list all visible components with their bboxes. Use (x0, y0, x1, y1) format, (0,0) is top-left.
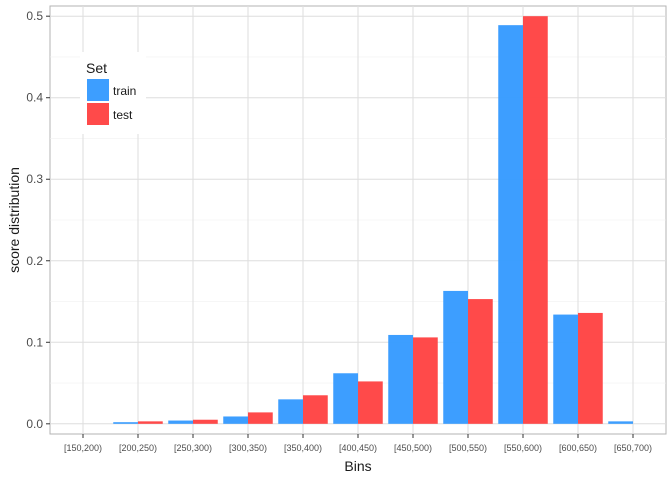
y-tick-label: 0.3 (26, 172, 43, 186)
x-axis: [150,200) [200,250) [250,300) [300,350) [350… (64, 434, 652, 453)
legend-label-train: train (113, 84, 136, 98)
x-tick-label: [350,400) (284, 443, 322, 453)
y-axis-title: score distribution (6, 167, 22, 273)
x-tick-label: [650,700) (614, 443, 652, 453)
bar-test-5 (358, 381, 383, 424)
bar-test-8 (523, 16, 548, 424)
x-tick-label: [300,350) (229, 443, 267, 453)
bar-train-6 (388, 334, 413, 424)
bars (113, 16, 633, 424)
bar-test-1 (138, 421, 163, 424)
bar-test-3 (248, 412, 273, 424)
y-tick-label: 0.5 (26, 9, 43, 23)
legend: Set train test (80, 52, 146, 134)
bar-test-7 (468, 299, 493, 424)
bar-train-5 (333, 373, 358, 424)
legend-title: Set (86, 60, 107, 76)
legend-key-test (87, 103, 109, 125)
bar-train-7 (443, 290, 468, 424)
x-tick-label: [200,250) (119, 443, 157, 453)
x-tick-label: [400,450) (339, 443, 377, 453)
bar-train-2 (168, 420, 193, 424)
bar-train-9 (553, 314, 578, 424)
x-tick-label: [450,500) (394, 443, 432, 453)
y-tick-label: 0.4 (26, 91, 43, 105)
bar-train-1 (113, 422, 138, 424)
x-tick-label: [600,650) (559, 443, 597, 453)
bar-train-10 (608, 421, 633, 424)
bar-test-2 (193, 419, 218, 424)
x-tick-label: [550,600) (504, 443, 542, 453)
x-tick-label: [150,200) (64, 443, 102, 453)
bar-train-3 (223, 416, 248, 424)
x-tick-label: [500,550) (449, 443, 487, 453)
x-tick-label: [250,300) (174, 443, 212, 453)
bar-train-8 (498, 25, 523, 424)
y-tick-label: 0.2 (26, 254, 43, 268)
y-tick-label: 0.1 (26, 335, 43, 349)
legend-key-train (87, 79, 109, 101)
y-tick-label: 0.0 (26, 417, 43, 431)
bar-test-4 (303, 395, 328, 424)
x-axis-title: Bins (344, 458, 371, 474)
bar-test-9 (578, 312, 603, 424)
bar-train-4 (278, 399, 303, 424)
legend-label-test: test (113, 108, 133, 122)
bar-test-6 (413, 337, 438, 424)
y-axis: 0.0 0.1 0.2 0.3 0.4 0.5 (26, 9, 50, 431)
